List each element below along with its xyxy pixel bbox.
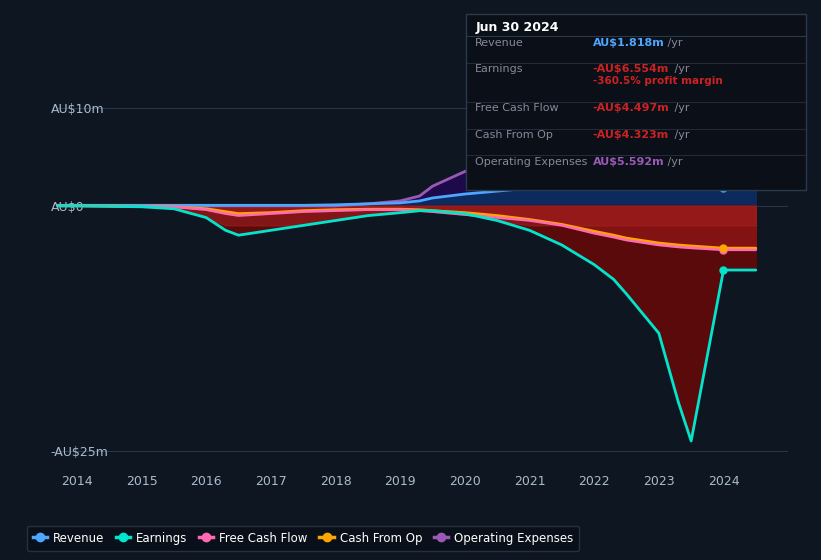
Text: Free Cash Flow: Free Cash Flow (475, 104, 559, 113)
Text: -AU$4.323m: -AU$4.323m (593, 130, 669, 140)
Text: /yr: /yr (664, 38, 683, 48)
Text: -360.5% profit margin: -360.5% profit margin (593, 77, 722, 86)
Text: -AU$4.497m: -AU$4.497m (593, 104, 669, 113)
Text: AU$1.818m: AU$1.818m (593, 38, 664, 48)
Text: Jun 30 2024: Jun 30 2024 (475, 21, 559, 34)
Text: Cash From Op: Cash From Op (475, 130, 553, 140)
Legend: Revenue, Earnings, Free Cash Flow, Cash From Op, Operating Expenses: Revenue, Earnings, Free Cash Flow, Cash … (27, 526, 579, 550)
Text: Revenue: Revenue (475, 38, 524, 48)
Text: /yr: /yr (671, 64, 690, 74)
Text: AU$5.592m: AU$5.592m (593, 157, 664, 167)
Text: Operating Expenses: Operating Expenses (475, 157, 588, 167)
Text: /yr: /yr (671, 104, 690, 113)
Text: Earnings: Earnings (475, 64, 524, 74)
Text: -AU$6.554m: -AU$6.554m (593, 64, 669, 74)
Text: /yr: /yr (671, 130, 690, 140)
Text: /yr: /yr (664, 157, 683, 167)
